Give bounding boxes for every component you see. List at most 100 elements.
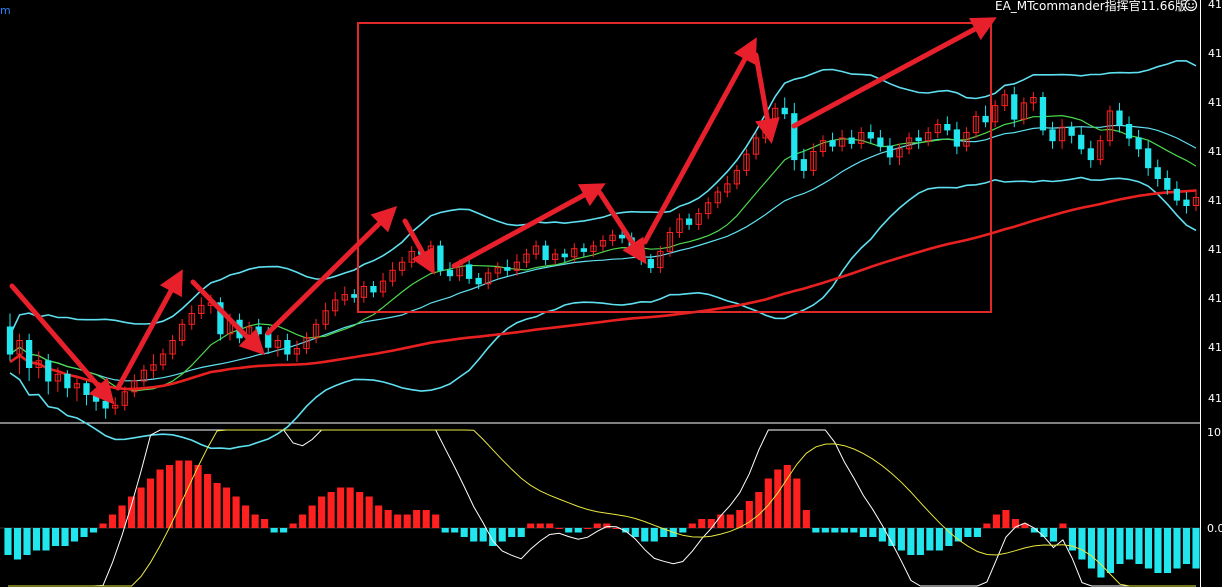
histogram-bar <box>460 528 468 537</box>
candle-body <box>312 323 320 339</box>
histogram-bar <box>983 523 991 528</box>
histogram-bar <box>973 528 981 537</box>
candle-body <box>6 326 14 355</box>
candle-body <box>475 277 482 285</box>
candle-body <box>1125 124 1133 139</box>
histogram-bar <box>223 487 231 528</box>
candle-body <box>666 232 674 252</box>
candle-body <box>1058 126 1066 142</box>
histogram-bar <box>280 528 288 533</box>
candle-body <box>1164 178 1171 190</box>
trend-arrow <box>265 205 398 336</box>
candle-body <box>1020 102 1027 120</box>
histogram-bar <box>707 519 715 528</box>
histogram-bar <box>1068 528 1077 551</box>
histogram-bar <box>698 519 706 528</box>
histogram-bar <box>204 474 212 528</box>
candle-body <box>265 333 272 348</box>
candle-body <box>1011 94 1018 120</box>
candle-body <box>494 267 501 274</box>
histogram-bar <box>23 528 31 555</box>
histogram-bar <box>346 487 354 528</box>
histogram-bar <box>4 528 12 555</box>
candle-body <box>255 326 262 335</box>
histogram-bar <box>1173 528 1181 569</box>
histogram-bar <box>185 460 193 528</box>
candle-body <box>838 137 846 147</box>
histogram-bar <box>365 496 373 528</box>
candle-body <box>972 115 980 134</box>
candle-body <box>1068 126 1075 136</box>
candle-body <box>73 383 81 389</box>
candle-body <box>274 340 281 348</box>
histogram-bar <box>888 528 896 546</box>
candle-body <box>485 272 492 285</box>
histogram-bar <box>166 465 174 528</box>
bollinger-upper <box>9 59 1197 336</box>
histogram-bar <box>584 528 592 529</box>
trend-arrow <box>642 37 757 245</box>
candle-body <box>963 132 970 147</box>
histogram-bar <box>527 523 535 528</box>
candle-body <box>1145 148 1152 169</box>
histogram-bar <box>270 528 278 533</box>
candle-body <box>1173 188 1181 201</box>
trend-arrow <box>190 279 266 356</box>
candle-body <box>523 253 530 263</box>
histogram-bar <box>308 505 316 528</box>
histogram-bar <box>831 528 839 533</box>
histogram-bar <box>251 514 259 528</box>
histogram-bar <box>422 510 430 528</box>
histogram-bar <box>489 528 497 546</box>
trend-arrow <box>402 218 435 275</box>
candle-body <box>437 245 444 271</box>
histogram-bar <box>432 514 440 528</box>
histogram-bar <box>146 478 155 528</box>
candle-body <box>944 124 951 131</box>
trend-arrow <box>753 52 780 144</box>
histogram-bar <box>802 510 810 528</box>
candle-body <box>877 137 884 147</box>
candle-body <box>724 183 731 193</box>
candle-body <box>1106 110 1114 142</box>
candle-body <box>1087 148 1094 161</box>
histogram-bar <box>289 523 297 528</box>
candle-body <box>781 107 788 115</box>
candle-body <box>351 294 358 298</box>
histogram-bar <box>384 510 392 528</box>
histogram-bar <box>127 496 136 528</box>
histogram-bar <box>42 528 50 551</box>
candle-body <box>112 404 119 409</box>
oscillator-signal-line <box>8 429 1196 587</box>
histogram-bar <box>175 460 183 528</box>
histogram-bar <box>755 492 763 528</box>
candle-body <box>743 153 750 171</box>
candle-body <box>1097 140 1104 161</box>
histogram-bar <box>394 514 402 528</box>
candle-body <box>284 340 291 355</box>
histogram-bar <box>916 528 924 555</box>
consolidation-box <box>357 22 992 313</box>
candle-body <box>54 373 61 382</box>
candle-body <box>714 191 721 204</box>
trend-arrow <box>9 283 115 405</box>
candle-body <box>810 151 817 171</box>
price-axis-label: 41 <box>1208 0 1222 11</box>
histogram-bar <box>660 528 668 537</box>
candle-body <box>647 259 654 269</box>
histogram-bar <box>1011 519 1019 528</box>
candle-body <box>131 380 138 393</box>
candle-body <box>504 267 511 271</box>
candle-body <box>150 364 157 371</box>
histogram-bar <box>1125 528 1134 560</box>
histogram-bar <box>261 519 269 528</box>
candle-body <box>925 132 932 142</box>
candle-body <box>571 248 578 258</box>
histogram-bar <box>878 528 886 542</box>
candle-body <box>360 286 368 298</box>
smiley-icon <box>1184 0 1198 12</box>
candle-body <box>733 169 741 185</box>
histogram-bar <box>1163 528 1172 573</box>
histogram-bar <box>403 514 411 528</box>
candle-body <box>618 234 626 239</box>
